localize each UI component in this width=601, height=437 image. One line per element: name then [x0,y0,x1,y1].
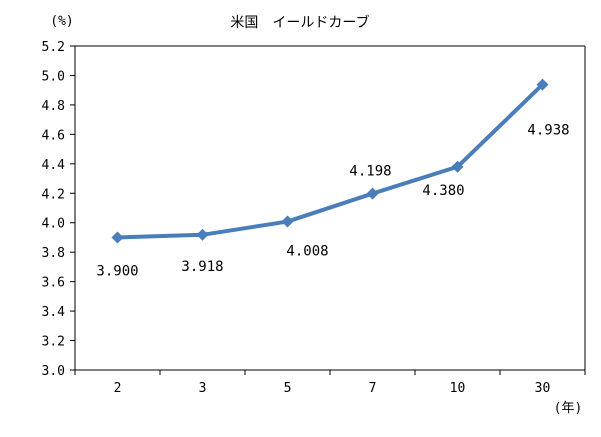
y-tick-label: 5.0 [42,69,65,84]
y-tick-label: 3.6 [42,276,65,291]
y-tick-label: 4.0 [42,217,65,232]
y-tick-label: 4.2 [42,187,65,202]
data-label: 4.008 [286,244,328,260]
data-point-marker [451,160,464,173]
data-point-marker [196,228,209,241]
y-tick-label: 3.0 [42,364,65,379]
data-label: 3.918 [181,259,223,275]
x-axis-unit: (年) [554,401,583,416]
series-path [117,83,544,240]
x-tick-label: 30 [535,381,551,396]
y-axis-unit: (%) [50,14,73,29]
data-label: 4.198 [349,164,391,180]
x-tick-label: 5 [284,381,292,396]
y-tick-label: 4.8 [42,99,65,114]
data-labels: 3.900 3.918 4.008 4.198 4.380 4.938 [96,123,569,280]
data-point-marker [281,215,294,228]
y-axis-ticks: 3.0 3.2 3.4 3.6 3.8 4.0 4.2 4.4 4.6 4.8 5.0 5.2 [42,40,75,379]
data-point-marker [536,78,549,91]
y-tick-label: 3.4 [42,305,66,320]
y-tick-label: 3.8 [42,246,65,261]
x-tick-label: 3 [199,381,207,396]
x-tick-label: 10 [450,381,466,396]
y-tick-label: 4.4 [42,158,66,173]
data-point-marker [111,231,124,244]
chart-title: 米国 イールドカーブ [230,14,369,31]
data-label: 4.380 [422,183,464,199]
y-tick-label: 3.2 [42,335,65,350]
data-label: 4.938 [527,123,569,139]
y-tick-label: 5.2 [42,40,65,55]
x-tick-label: 7 [369,381,377,396]
y-tick-label: 4.6 [42,128,65,143]
data-label: 3.900 [96,263,138,279]
x-tick-label: 2 [114,381,122,396]
series-line [111,78,549,244]
x-axis-ticks: 2 3 5 7 10 30 [74,370,586,396]
data-point-marker [366,187,379,200]
